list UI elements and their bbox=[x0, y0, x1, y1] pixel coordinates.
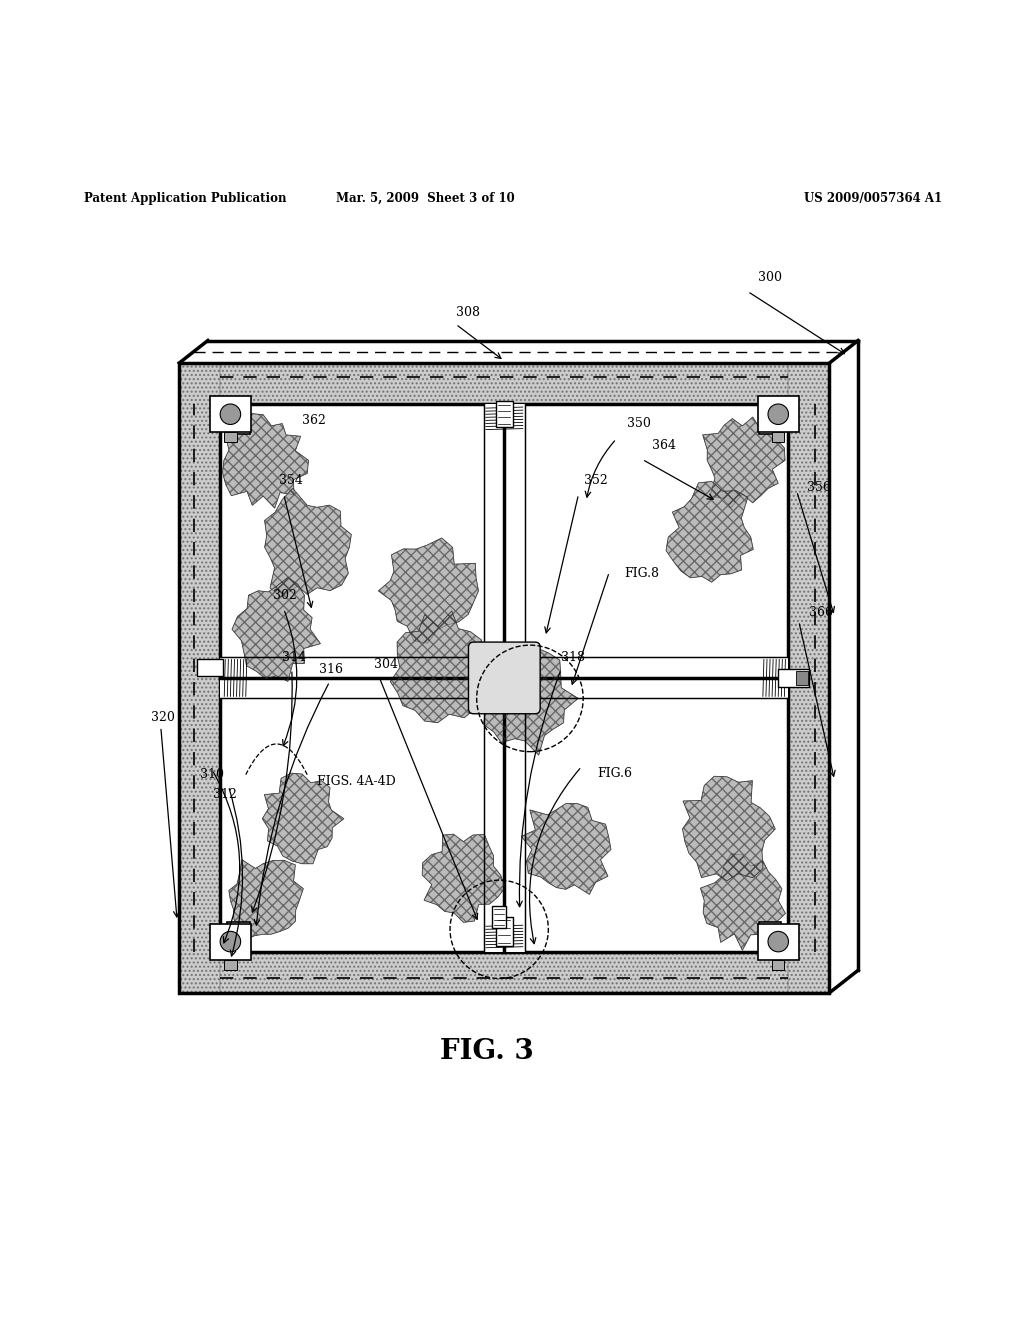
Text: 318: 318 bbox=[561, 651, 585, 664]
Polygon shape bbox=[220, 363, 788, 404]
Polygon shape bbox=[222, 413, 308, 508]
Text: FIGS. 4A-4D: FIGS. 4A-4D bbox=[317, 775, 396, 788]
FancyBboxPatch shape bbox=[758, 396, 799, 432]
Circle shape bbox=[220, 932, 241, 952]
FancyBboxPatch shape bbox=[224, 432, 237, 442]
Polygon shape bbox=[264, 488, 351, 597]
FancyBboxPatch shape bbox=[796, 671, 808, 685]
FancyBboxPatch shape bbox=[778, 669, 809, 688]
Text: 308: 308 bbox=[456, 306, 479, 319]
Polygon shape bbox=[232, 577, 321, 681]
FancyBboxPatch shape bbox=[210, 924, 251, 960]
FancyBboxPatch shape bbox=[469, 642, 541, 714]
Circle shape bbox=[220, 404, 241, 425]
Circle shape bbox=[768, 404, 788, 425]
Polygon shape bbox=[788, 363, 829, 993]
Text: 302: 302 bbox=[273, 589, 297, 602]
Text: 356: 356 bbox=[807, 480, 830, 494]
Text: Patent Application Publication: Patent Application Publication bbox=[84, 191, 287, 205]
Text: FIG.6: FIG.6 bbox=[597, 767, 632, 780]
Polygon shape bbox=[220, 404, 788, 952]
FancyBboxPatch shape bbox=[227, 411, 250, 434]
Polygon shape bbox=[480, 645, 579, 755]
Polygon shape bbox=[179, 363, 220, 993]
Polygon shape bbox=[220, 952, 788, 993]
Polygon shape bbox=[700, 854, 785, 950]
Text: 316: 316 bbox=[319, 664, 343, 676]
FancyBboxPatch shape bbox=[232, 417, 244, 428]
FancyBboxPatch shape bbox=[197, 660, 222, 676]
FancyBboxPatch shape bbox=[227, 923, 250, 945]
Circle shape bbox=[768, 932, 788, 952]
Text: 366: 366 bbox=[809, 606, 833, 619]
Text: 364: 364 bbox=[652, 440, 676, 451]
Polygon shape bbox=[483, 404, 524, 952]
FancyBboxPatch shape bbox=[772, 432, 784, 442]
Text: 312: 312 bbox=[213, 788, 237, 801]
Polygon shape bbox=[702, 417, 785, 508]
FancyBboxPatch shape bbox=[772, 960, 784, 970]
Text: 310: 310 bbox=[200, 768, 223, 780]
Text: US 2009/0057364 A1: US 2009/0057364 A1 bbox=[804, 191, 942, 205]
Text: Mar. 5, 2009  Sheet 3 of 10: Mar. 5, 2009 Sheet 3 of 10 bbox=[336, 191, 514, 205]
Text: 320: 320 bbox=[151, 711, 174, 725]
FancyBboxPatch shape bbox=[758, 924, 799, 960]
FancyBboxPatch shape bbox=[759, 411, 781, 434]
Polygon shape bbox=[378, 539, 478, 643]
FancyBboxPatch shape bbox=[492, 906, 506, 928]
Polygon shape bbox=[390, 611, 493, 723]
Text: FIG. 3: FIG. 3 bbox=[439, 1038, 534, 1065]
Polygon shape bbox=[666, 482, 754, 582]
FancyBboxPatch shape bbox=[224, 960, 237, 970]
FancyBboxPatch shape bbox=[496, 917, 512, 945]
Polygon shape bbox=[220, 657, 788, 698]
Polygon shape bbox=[229, 859, 303, 941]
FancyBboxPatch shape bbox=[210, 396, 251, 432]
Text: 350: 350 bbox=[627, 417, 650, 429]
Polygon shape bbox=[422, 834, 505, 923]
Text: 352: 352 bbox=[584, 474, 607, 487]
Text: 314: 314 bbox=[282, 651, 305, 664]
Text: 300: 300 bbox=[758, 271, 781, 284]
Text: FIG.8: FIG.8 bbox=[625, 568, 659, 579]
Text: 354: 354 bbox=[279, 474, 302, 487]
Text: 304: 304 bbox=[374, 659, 397, 671]
FancyBboxPatch shape bbox=[764, 417, 776, 428]
Polygon shape bbox=[521, 804, 611, 895]
FancyBboxPatch shape bbox=[496, 401, 512, 428]
Polygon shape bbox=[682, 776, 775, 880]
Polygon shape bbox=[262, 774, 344, 863]
FancyBboxPatch shape bbox=[759, 923, 781, 945]
FancyBboxPatch shape bbox=[232, 928, 244, 939]
FancyBboxPatch shape bbox=[764, 928, 776, 939]
Text: 362: 362 bbox=[302, 414, 326, 428]
